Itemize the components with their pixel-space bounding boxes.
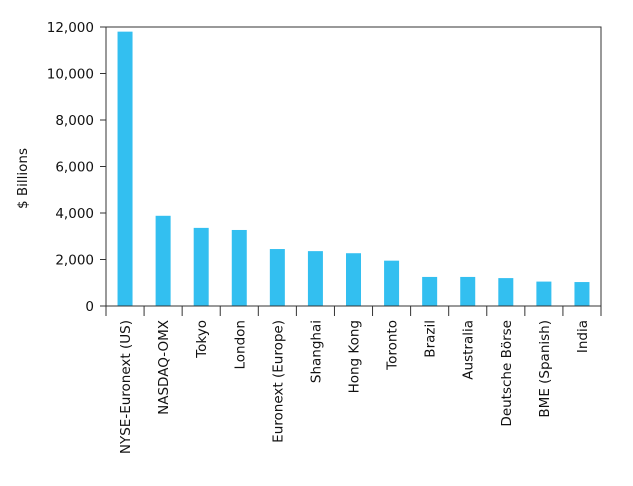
y-tick-label: 2,000 [55, 253, 94, 269]
bar [193, 227, 209, 306]
y-tick-label: 4,000 [55, 206, 94, 222]
bars [117, 31, 590, 307]
bar [384, 260, 400, 306]
bar [269, 249, 285, 306]
bar [307, 251, 323, 306]
y-tick-label: 12,000 [47, 20, 94, 36]
y-tick-label: 6,000 [55, 160, 94, 176]
y-tick-label: 0 [85, 299, 94, 315]
bar [460, 276, 476, 306]
x-tick-label: Deutsche Börse [499, 320, 515, 427]
x-tick-label: India [575, 320, 591, 353]
bar [536, 281, 552, 306]
bar [117, 31, 133, 307]
y-axis-title: $ Billions [15, 148, 31, 209]
bar [498, 278, 514, 306]
x-tick-label: Euronext (Europe) [270, 320, 286, 443]
x-tick-label: BME (Spanish) [537, 320, 553, 418]
x-tick-label: NYSE-Euronext (US) [118, 320, 134, 454]
bar [346, 253, 361, 306]
x-tick-label: Australia [461, 320, 477, 380]
x-tick-label: Tokyo [194, 320, 210, 359]
plot-frame [105, 26, 602, 307]
bar [422, 276, 438, 306]
x-tick-label: NASDAQ-OMX [156, 320, 172, 415]
x-tick-label: Hong Kong [347, 320, 363, 393]
bar [231, 229, 247, 306]
bar [155, 215, 171, 306]
y-tick-label: 8,000 [55, 113, 94, 129]
x-tick-label: London [232, 320, 248, 370]
y-tick-label: 10,000 [47, 67, 94, 83]
y-axis: 0 2,000 4,000 6,000 8,000 10,000 12,000 [47, 20, 106, 315]
x-tick-label: Brazil [423, 320, 439, 358]
bar [574, 282, 590, 306]
x-axis: NYSE-Euronext (US) NASDAQ-OMX Tokyo London E… [105, 306, 602, 454]
x-tick-label: Shanghai [308, 320, 324, 383]
x-tick-label: Toronto [385, 320, 401, 371]
